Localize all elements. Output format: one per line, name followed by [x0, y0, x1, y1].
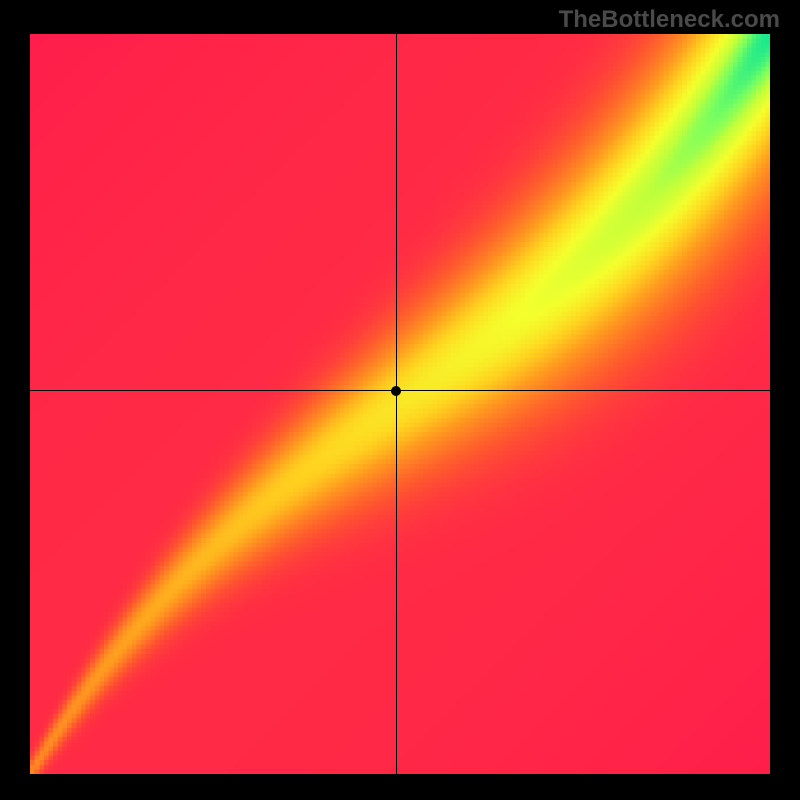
bottleneck-heatmap: [30, 34, 770, 774]
chart-container: TheBottleneck.com: [0, 0, 800, 800]
selection-marker: [391, 386, 401, 396]
crosshair-vertical: [396, 34, 397, 774]
watermark-text: TheBottleneck.com: [559, 6, 780, 34]
